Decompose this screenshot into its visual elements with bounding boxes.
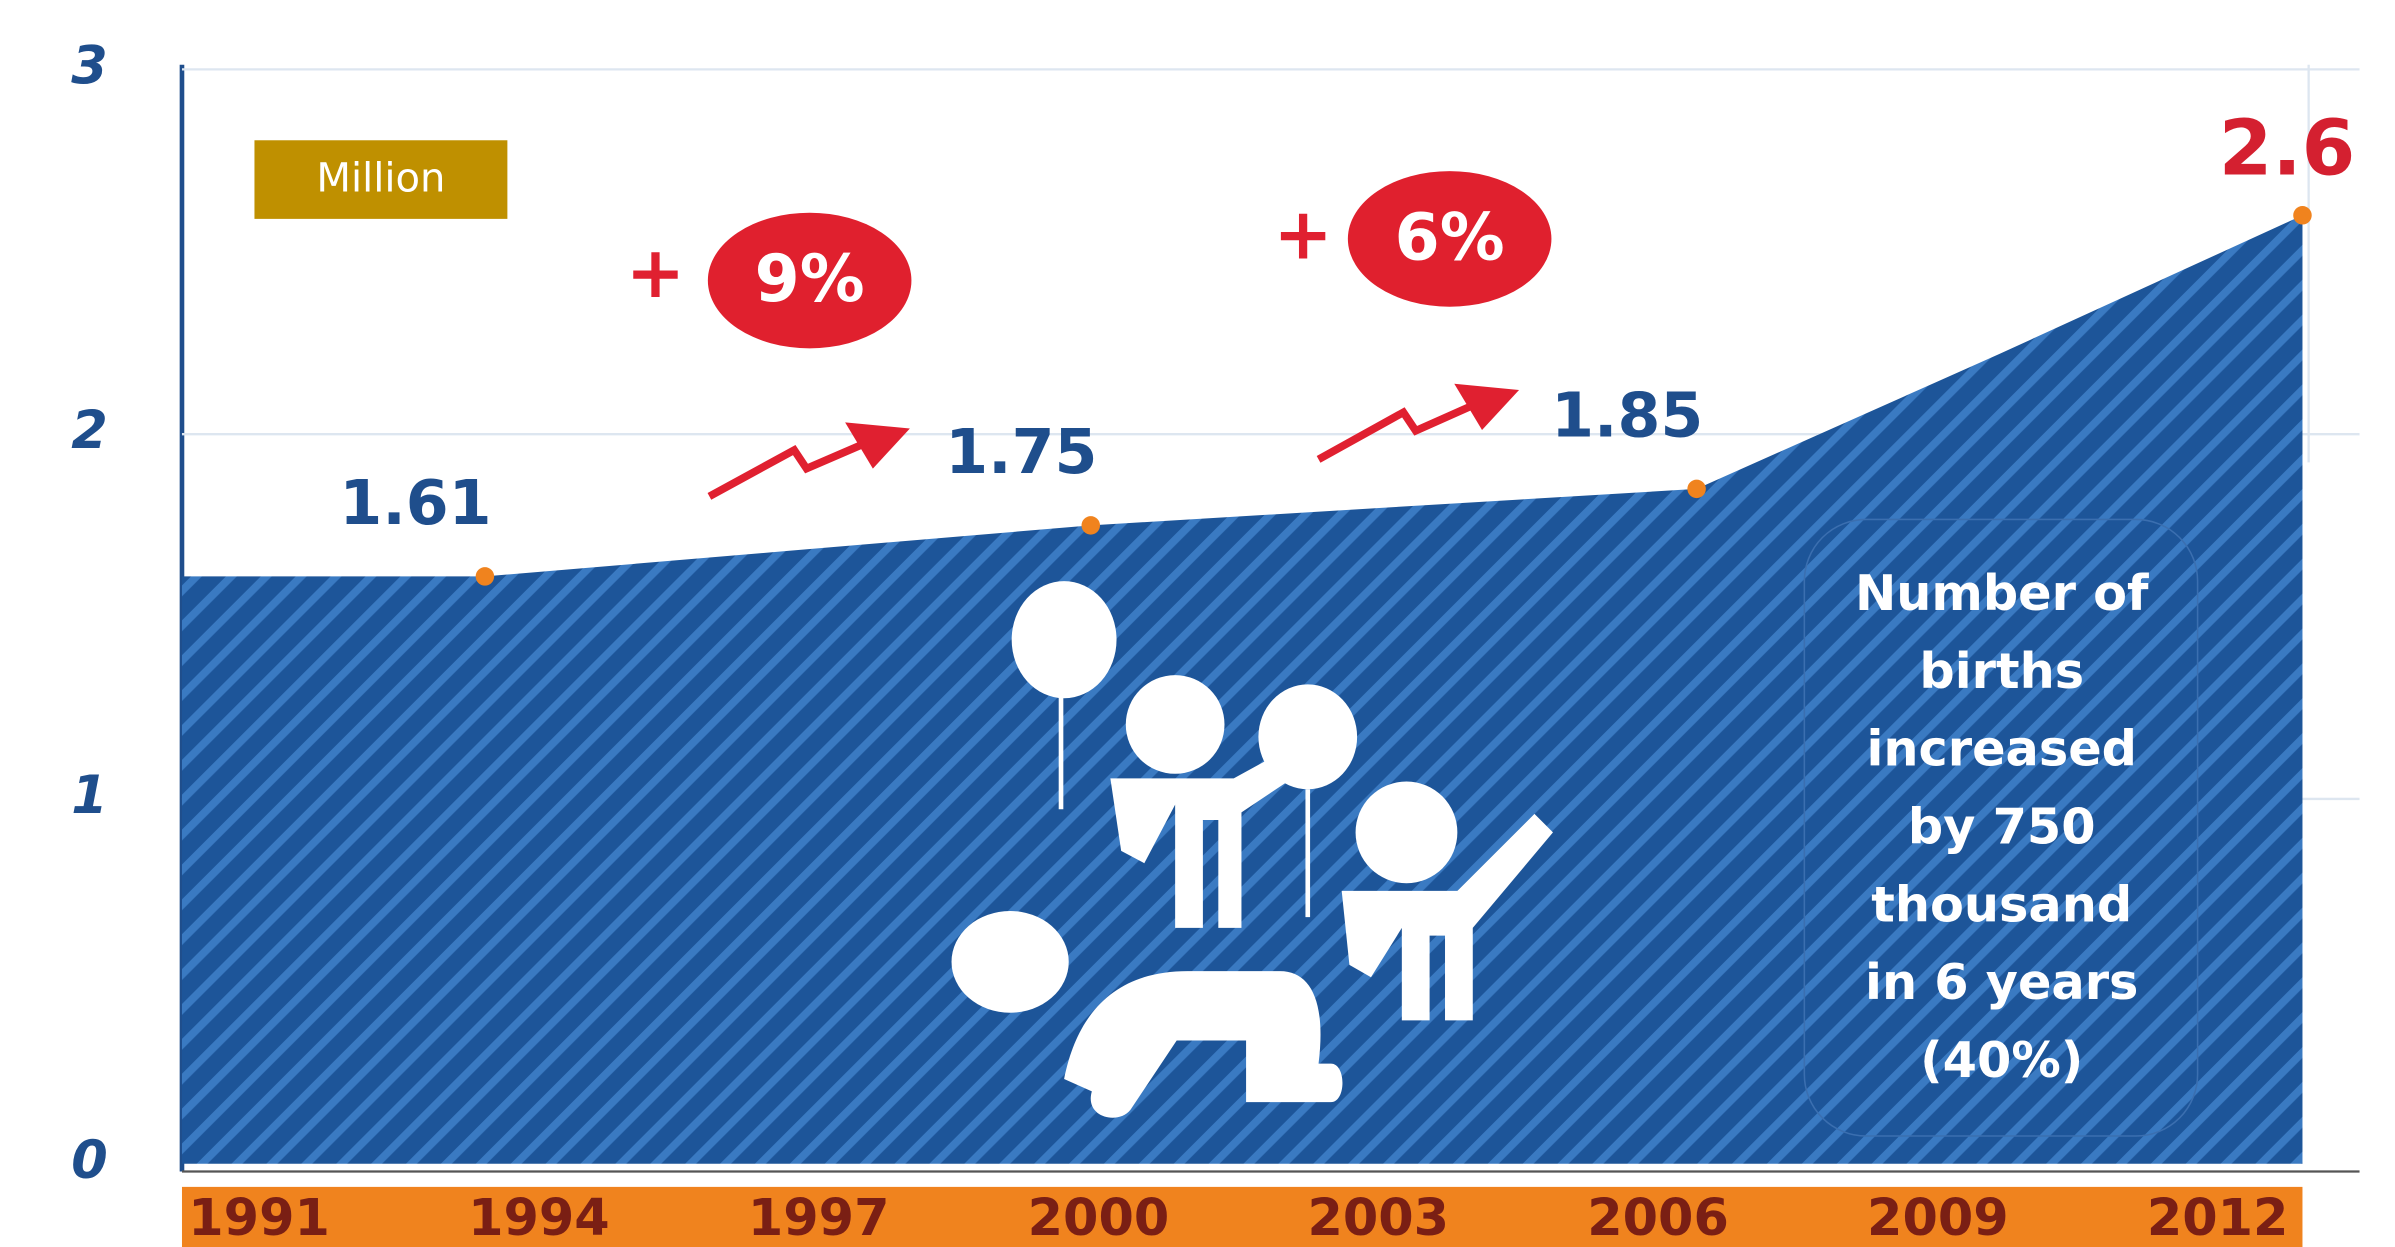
data-label: 1.61 bbox=[339, 467, 491, 539]
y-tick-label: 2 bbox=[71, 400, 107, 461]
note-line: births bbox=[1919, 642, 2084, 700]
x-tick-label: 2009 bbox=[1867, 1188, 2009, 1247]
x-tick-label: 2003 bbox=[1307, 1188, 1449, 1247]
chart: Million 0 1 2 3 1991 1994 1997 2000 2003 2006 2009… bbox=[0, 0, 2395, 1247]
growth-sign: + bbox=[626, 231, 685, 314]
note-line: in 6 years bbox=[1865, 953, 2138, 1011]
x-tick-label: 1994 bbox=[468, 1188, 610, 1247]
growth-value: 6% bbox=[1395, 201, 1505, 276]
x-tick-label: 1991 bbox=[188, 1188, 330, 1247]
point-marker bbox=[1082, 516, 1101, 534]
point-marker bbox=[2293, 206, 2312, 224]
note-line: by 750 bbox=[1908, 798, 2096, 856]
growth-value: 9% bbox=[755, 242, 865, 317]
data-label: 2.6 bbox=[2219, 104, 2356, 194]
x-tick-label: 2006 bbox=[1587, 1188, 1729, 1247]
note-line: thousand bbox=[1871, 875, 2132, 933]
data-label: 1.85 bbox=[1551, 380, 1703, 452]
x-tick-label: 1997 bbox=[748, 1188, 890, 1247]
x-tick-label: 2000 bbox=[1028, 1188, 1170, 1247]
note-line: Number of bbox=[1855, 564, 2149, 622]
y-tick-label: 0 bbox=[71, 1130, 107, 1191]
unit-label: Million bbox=[316, 155, 445, 201]
note-line: (40%) bbox=[1920, 1031, 2083, 1089]
point-marker bbox=[476, 567, 495, 585]
y-tick-label: 1 bbox=[71, 765, 107, 826]
growth-sign: + bbox=[1273, 192, 1332, 275]
x-tick-label: 2012 bbox=[2147, 1188, 2289, 1247]
y-tick-label: 3 bbox=[71, 35, 107, 96]
data-label: 1.75 bbox=[945, 416, 1097, 488]
point-marker bbox=[1687, 480, 1706, 498]
note-line: increased bbox=[1866, 720, 2137, 778]
